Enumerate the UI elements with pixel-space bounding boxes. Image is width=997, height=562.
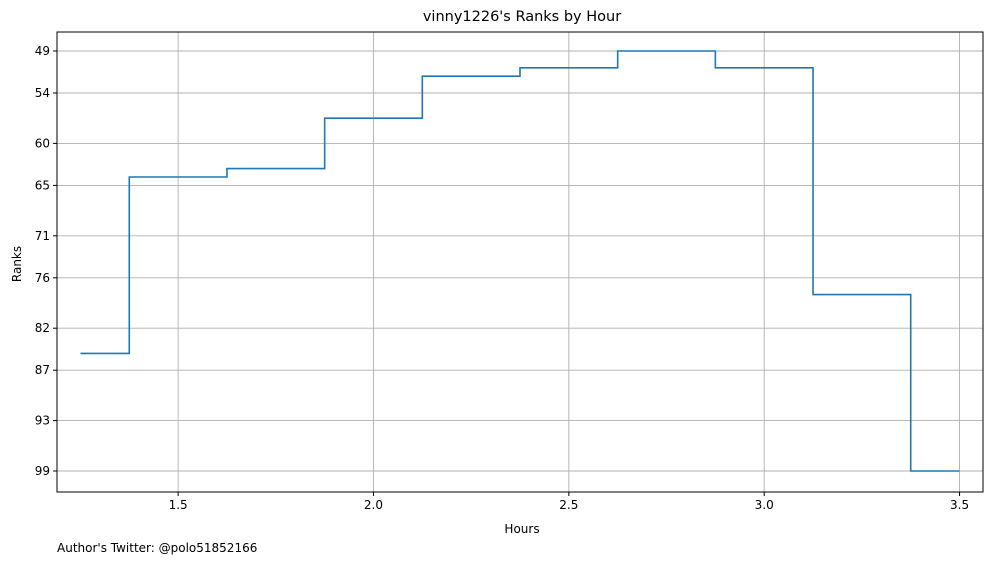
y-tick-label: 71 [35,229,50,243]
y-tick-label: 93 [35,414,50,428]
y-tick-label: 76 [35,271,50,285]
y-axis-label: Ranks [10,246,24,282]
x-tick-label: 2.5 [559,498,578,512]
x-axis-label: Hours [504,522,539,536]
y-tick-label: 99 [35,464,50,478]
x-tick-label: 3.0 [755,498,774,512]
y-tick-label: 49 [35,44,50,58]
grid-layer [57,32,983,492]
x-tick-label: 2.0 [364,498,383,512]
x-tick-label: 1.5 [169,498,188,512]
y-tick-label: 87 [35,363,50,377]
y-tick-label: 65 [35,178,50,192]
author-footnote: Author's Twitter: @polo51852166 [57,541,257,555]
y-tick-label: 60 [35,136,50,150]
plot-area-frame [56,31,984,493]
tick-layer: 1.5 2.0 2.5 3.0 3.5 49 54 60 65 71 76 82 87 93 99 [35,44,969,512]
y-tick-label: 82 [35,321,50,335]
rank-step-line [80,50,960,472]
series-layer [80,50,960,472]
chart-title: vinny1226's Ranks by Hour [423,9,621,25]
y-tick-label: 54 [35,86,50,100]
x-tick-label: 3.5 [950,498,969,512]
